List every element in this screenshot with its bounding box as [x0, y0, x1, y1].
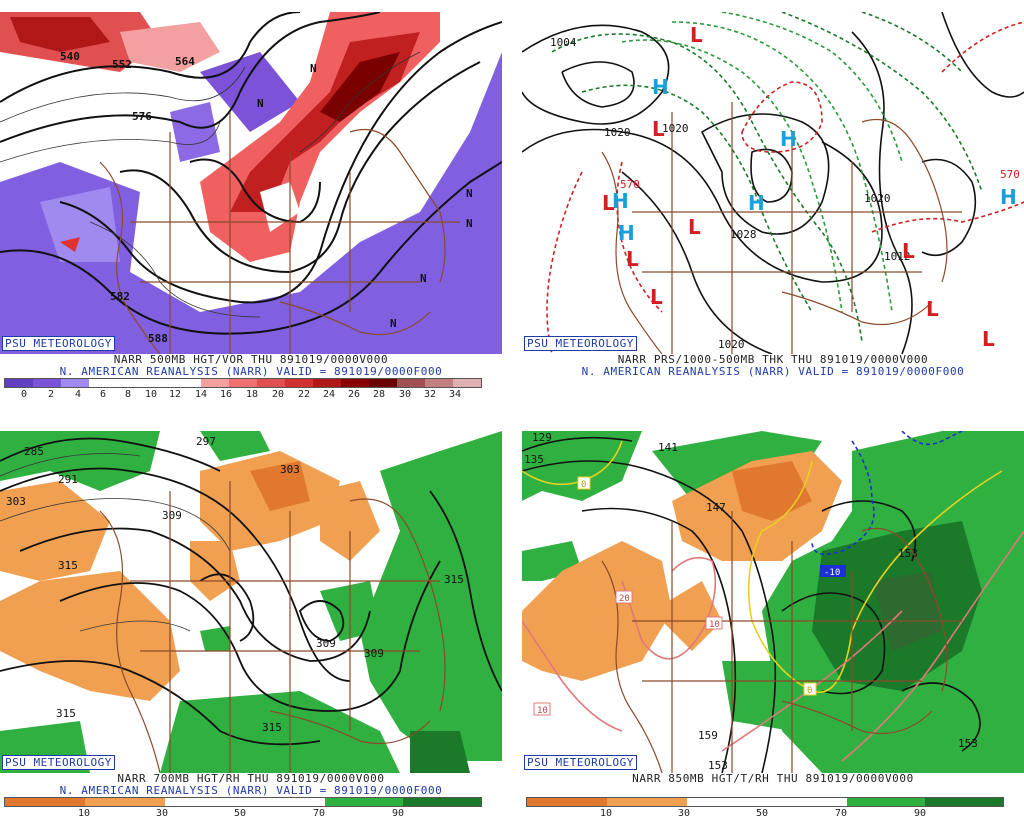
isobar-label: 1004	[550, 36, 577, 49]
high-pressure-marker: H	[748, 191, 765, 215]
panel-title: NARR 500MB HGT/VOR THU 891019/0000V000	[113, 353, 389, 366]
contour-label: 552	[112, 58, 132, 71]
panel-title: NARR PRS/1000-500MB THK THU 891019/0000V…	[617, 353, 929, 366]
low-pressure-marker: L	[652, 117, 665, 141]
contour-label: 315	[444, 573, 464, 586]
contour-label: 135	[524, 453, 544, 466]
isobar-label: 1020	[718, 338, 745, 351]
psu-meteorology-badge: PSU METEOROLOGY	[524, 755, 637, 770]
contour-label: 285	[24, 445, 44, 458]
isobar-label: 1020	[864, 192, 891, 205]
vorticity-colorbar	[4, 378, 482, 388]
contour-label: 291	[58, 473, 78, 486]
panel-title: NARR 850MB HGT/T/RH THU 891019/0000V000	[632, 772, 914, 785]
contour-label: 309	[316, 637, 336, 650]
isobar-label: 1012	[884, 250, 911, 263]
temperature-label: -10	[824, 568, 840, 578]
rh-700mb-map: 285 291 297 303 303 309 315 315 309 309 …	[0, 431, 502, 773]
contour-label: 540	[60, 50, 80, 63]
contour-label: 153	[958, 737, 978, 750]
contour-label: 303	[6, 495, 26, 508]
contour-label: 153	[898, 547, 918, 560]
psu-meteorology-badge: PSU METEOROLOGY	[2, 336, 115, 351]
high-pressure-marker: H	[612, 189, 629, 213]
contour-label: 582	[110, 290, 130, 303]
high-pressure-marker: H	[1000, 185, 1017, 209]
contour-label: 564	[175, 55, 195, 68]
isobar-label: 1028	[730, 228, 757, 241]
low-pressure-marker: L	[626, 247, 639, 271]
contour-label: 153	[708, 759, 728, 772]
contour-label: 315	[58, 559, 78, 572]
psu-meteorology-badge: PSU METEOROLOGY	[524, 336, 637, 351]
low-pressure-marker: L	[690, 23, 703, 47]
thickness-label: 570	[1000, 168, 1020, 181]
thickness-label: 570	[620, 178, 640, 191]
rh-colorbar	[526, 797, 1004, 807]
contour-label: 297	[196, 435, 216, 448]
vorticity-map: 540 552 564 576 582 588 N N N N N N	[0, 12, 502, 354]
isobar-label: 1020	[604, 126, 631, 139]
panel-subtitle: N. AMERICAN REANALYSIS (NARR) VALID = 89…	[59, 784, 443, 797]
temperature-label: 10	[537, 706, 548, 716]
contour-label: 159	[698, 729, 718, 742]
panel-subtitle: N. AMERICAN REANALYSIS (NARR) VALID = 89…	[59, 365, 443, 378]
panel-700mb-rh: 285 291 297 303 303 309 315 315 309 309 …	[0, 419, 502, 819]
temperature-label: 0	[807, 686, 812, 696]
panel-title: NARR 700MB HGT/RH THU 891019/0000V000	[117, 772, 385, 785]
low-pressure-marker: L	[602, 191, 615, 215]
low-pressure-marker: L	[982, 327, 995, 351]
rh-colorbar	[4, 797, 482, 807]
high-pressure-marker: H	[652, 75, 669, 99]
panel-subtitle: N. AMERICAN REANALYSIS (NARR) VALID = 89…	[581, 365, 965, 378]
temperature-label: 0	[581, 480, 586, 490]
vorticity-min-marker: N	[466, 187, 473, 200]
vorticity-min-marker: N	[310, 62, 317, 75]
contour-label: 309	[162, 509, 182, 522]
low-pressure-marker: L	[902, 239, 915, 263]
contour-label: 588	[148, 332, 168, 345]
pressure-thickness-map: 1004 1020 1020 1028 1020 1012 1020 570 5…	[522, 12, 1024, 354]
contour-label: 315	[56, 707, 76, 720]
contour-label: 141	[658, 441, 678, 454]
temperature-label: 10	[709, 620, 720, 630]
psu-meteorology-badge: PSU METEOROLOGY	[2, 755, 115, 770]
vorticity-min-marker: N	[257, 97, 264, 110]
high-pressure-marker: H	[618, 221, 635, 245]
contour-label: 315	[262, 721, 282, 734]
low-pressure-marker: L	[688, 215, 701, 239]
temperature-label: 20	[619, 594, 630, 604]
isobar-label: 1020	[662, 122, 689, 135]
vorticity-min-marker: N	[466, 217, 473, 230]
low-pressure-marker: L	[926, 297, 939, 321]
contour-label: 129	[532, 431, 552, 444]
contour-label: 576	[132, 110, 152, 123]
low-pressure-marker: L	[650, 285, 663, 309]
panel-pressure-thickness: 1004 1020 1020 1028 1020 1012 1020 570 5…	[522, 0, 1024, 400]
panel-500mb-vorticity: 540 552 564 576 582 588 N N N N N N PSU …	[0, 0, 502, 400]
contour-label: 309	[364, 647, 384, 660]
contour-label: 303	[280, 463, 300, 476]
vorticity-min-marker: N	[390, 317, 397, 330]
t-rh-850mb-map: 129 135 141 147 153 153 159 153 0 0 -10 …	[522, 431, 1024, 773]
contour-label: 147	[706, 501, 726, 514]
vorticity-min-marker: N	[420, 272, 427, 285]
panel-850mb-t-rh: 129 135 141 147 153 153 159 153 0 0 -10 …	[522, 419, 1024, 819]
high-pressure-marker: H	[780, 127, 797, 151]
